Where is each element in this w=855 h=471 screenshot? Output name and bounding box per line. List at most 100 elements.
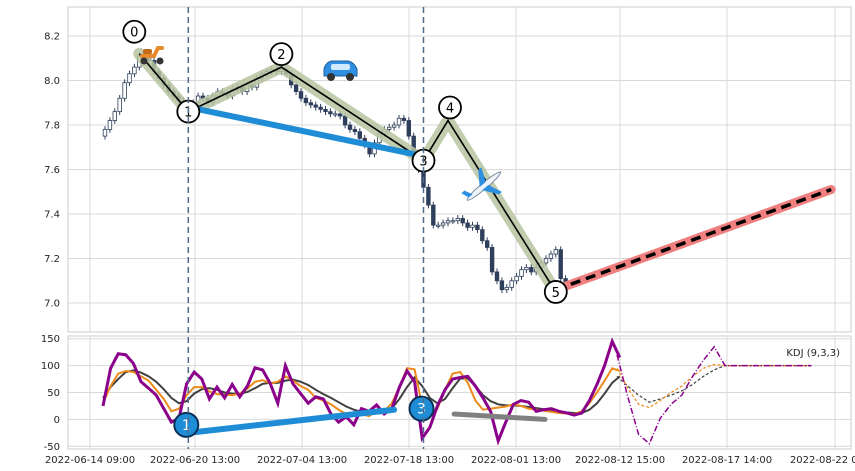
scooter-icon xyxy=(140,46,164,65)
candle xyxy=(435,224,441,227)
candle xyxy=(499,280,505,291)
price-tick-label: 7.0 xyxy=(44,299,60,310)
car-icon xyxy=(323,60,358,81)
candle xyxy=(553,249,558,255)
kdj-forecast-j-line xyxy=(616,345,812,445)
candle xyxy=(509,280,514,288)
candle xyxy=(333,113,338,116)
kdj-wave-label-circle xyxy=(408,395,435,422)
candle xyxy=(465,222,470,228)
scooter-body xyxy=(140,46,164,58)
candle xyxy=(489,247,495,273)
wave-label-circle xyxy=(438,95,462,120)
candle xyxy=(396,117,402,126)
airplane-wing xyxy=(482,184,502,195)
candle xyxy=(480,229,485,242)
candle xyxy=(470,224,475,228)
price-panel: 7.07.27.47.67.88.08.2 012345 xyxy=(44,6,852,333)
x-tick-label: 2022-08-17 14:00 xyxy=(682,455,772,466)
price-tick-label: 7.6 xyxy=(44,165,60,176)
airplane-tail xyxy=(461,190,473,198)
wave-label-circle xyxy=(122,19,147,44)
candle xyxy=(132,66,137,75)
candle xyxy=(426,186,431,206)
kdj-tick-label: -50 xyxy=(44,442,60,453)
kdj-j-line xyxy=(101,337,622,446)
candle xyxy=(494,271,500,282)
car-window xyxy=(331,64,350,70)
candle xyxy=(406,120,411,137)
kdj-tick-label: 100 xyxy=(41,361,60,372)
candle xyxy=(504,287,509,291)
candle xyxy=(514,275,519,282)
wave-line xyxy=(138,53,557,293)
candle xyxy=(107,120,113,130)
price-tick-label: 8.2 xyxy=(44,31,60,42)
x-tick-label: 2022-06-20 13:00 xyxy=(150,455,240,466)
scooter-wheel xyxy=(156,57,164,65)
wave-label: 2 xyxy=(277,48,285,63)
candle xyxy=(318,106,323,110)
kdj-wave-1-3-line xyxy=(185,406,398,436)
x-tick-label: 2022-07-04 13:00 xyxy=(257,455,347,466)
wave-1-3-line xyxy=(185,104,427,160)
wave-label: 4 xyxy=(446,102,454,117)
candle xyxy=(529,267,534,273)
x-tick-label: 2022-08-12 15:00 xyxy=(575,455,665,466)
candle xyxy=(519,269,524,277)
candle xyxy=(298,91,304,99)
candle xyxy=(450,220,456,223)
scooter-wheel xyxy=(140,57,148,65)
candle xyxy=(337,113,343,117)
candle xyxy=(460,218,465,224)
kdj-tick-label: 50 xyxy=(47,388,60,399)
candle xyxy=(386,126,392,130)
wave-label: 1 xyxy=(184,106,192,121)
candle xyxy=(102,129,108,137)
x-tick-label: 2022-08-01 13:00 xyxy=(471,455,561,466)
kdj-wave-label: 3 xyxy=(417,402,426,418)
x-tick-label: 2022-06-14 09:00 xyxy=(45,455,135,466)
price-tick-label: 7.8 xyxy=(44,120,60,131)
projection-dash xyxy=(555,187,832,292)
x-tick-label: 2022-07-18 13:00 xyxy=(364,455,454,466)
kdj-label: KDJ (9,3,3) xyxy=(786,348,840,359)
price-tick-label: 8.0 xyxy=(44,76,60,87)
wave-label-circle xyxy=(543,280,568,304)
candle xyxy=(117,97,122,113)
candle xyxy=(445,220,451,224)
candle xyxy=(308,102,313,106)
candle xyxy=(342,115,348,126)
candle xyxy=(431,204,436,226)
kdj-wave-3-5-line xyxy=(451,411,548,422)
scooter-seat xyxy=(143,49,152,54)
candle xyxy=(455,218,460,222)
airplane-body xyxy=(466,171,502,201)
kdj-tick-label: 0 xyxy=(54,415,60,426)
candle xyxy=(440,222,446,226)
candle xyxy=(401,117,407,121)
wave-label: 5 xyxy=(552,286,560,301)
price-tick-label: 7.2 xyxy=(44,254,60,265)
candle xyxy=(293,84,299,92)
candle xyxy=(352,129,358,133)
kdj-wave-label-circle xyxy=(173,411,200,438)
candle xyxy=(112,111,117,121)
candle xyxy=(548,253,554,259)
candle xyxy=(484,240,490,248)
candle xyxy=(347,124,353,130)
candle xyxy=(524,267,529,271)
car-wheel xyxy=(327,73,335,81)
candle xyxy=(475,224,480,231)
candle xyxy=(313,104,318,108)
candle xyxy=(303,97,309,104)
price-tick-label: 7.4 xyxy=(44,210,60,221)
candle xyxy=(323,108,328,113)
candle xyxy=(127,73,132,84)
x-tick-label: 2022-08-22 09:00 xyxy=(790,455,855,466)
car-wheel xyxy=(346,73,354,81)
candle xyxy=(328,111,333,115)
airplane-wing xyxy=(478,167,486,188)
kdj-panel: -50 0 50 100 150 1 3 KDJ (9,3,3) xyxy=(41,334,852,453)
